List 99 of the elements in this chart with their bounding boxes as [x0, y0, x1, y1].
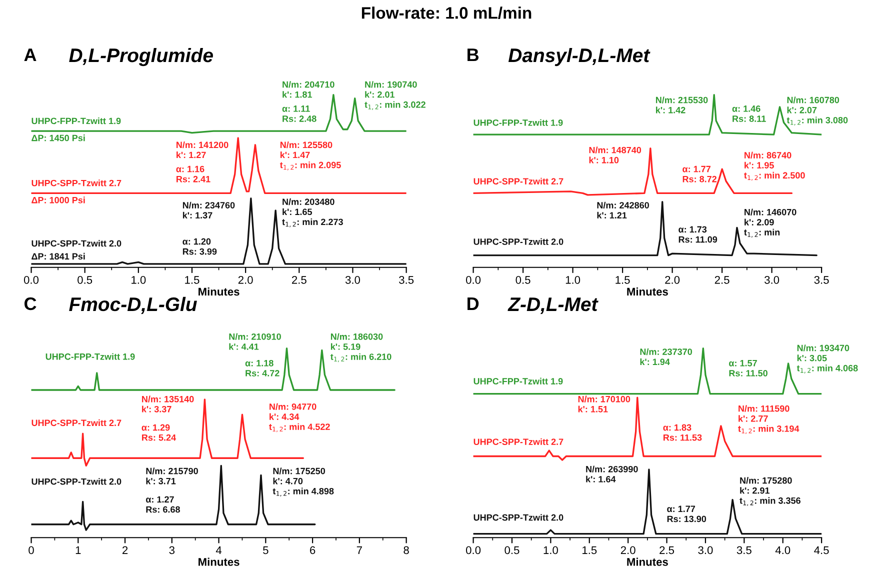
x-tick-label: 0.5 — [516, 276, 530, 284]
annotation: α: 1.29 Rs: 5.24 — [142, 424, 176, 441]
annotation: N/m: 170100 k': 1.51 — [578, 396, 630, 412]
annotation: N/m: 186030 k': 5.19 t$_{1,2}$: min 6.210 — [330, 333, 392, 362]
annotation: N/m: 190740 k': 2.01 t$_{1,2}$: min 3.022 — [364, 81, 426, 110]
annotation: N/m: 210910 k': 4.41 — [229, 333, 281, 350]
chart-title: Dansyl-D,L-Met — [508, 48, 650, 66]
x-tick-label: 0.5 — [78, 276, 92, 284]
annotation: N/m: 86740 k': 1.95 t$_{1,2}$: min 2.500 — [744, 152, 805, 181]
annotation: N/m: 263990 k': 1.64 — [586, 466, 638, 482]
x-tick-label: 1.0 — [544, 546, 558, 554]
series-label: UHPC-FPP-Tzwitt 1.9 — [46, 353, 135, 360]
x-axis-title: Minutes — [627, 558, 668, 566]
x-tick-label: 1 — [76, 546, 81, 554]
chart-title: D,L-Proglumide — [69, 48, 213, 66]
chart-title: Fmoc-D,L-Glu — [69, 296, 197, 314]
annotation: N/m: 242860 k': 1.21 — [597, 202, 649, 218]
annotation: α: 1.57 Rs: 11.50 — [729, 360, 768, 376]
x-tick-label: 3 — [169, 546, 175, 554]
annotation: N/m: 203480 k': 1.65 t$_{1,2}$: min 2.273 — [282, 198, 343, 228]
x-tick-label: 2.5 — [292, 276, 306, 284]
text: UHPC-SPP-Tzwitt 2.0 — [32, 478, 122, 485]
annotation: N/m: 111590 k': 2.77 t$_{1,2}$: min 3.194 — [738, 405, 800, 434]
series-label: UHPC-SPP-Tzwitt 2.7 — [32, 419, 122, 426]
text: Flow-rate: 1.0 mL/min — [362, 6, 532, 20]
x-tick-label: 1.5 — [582, 546, 597, 554]
series-label: UHPC-SPP-Tzwitt 2.0 — [474, 238, 564, 245]
annotation: N/m: 237370 k': 1.94 — [640, 348, 692, 366]
annotation: α: 1.16 Rs: 2.41 — [176, 166, 210, 182]
annotation: ΔP: 1841 Psi — [32, 252, 85, 260]
series-label: UHPC-SPP-Tzwitt 2.7 — [474, 178, 564, 185]
text: A — [24, 48, 36, 62]
series-label: UHPC-SPP-Tzwitt 2.0 — [32, 240, 122, 247]
x-tick-label: 3.0 — [345, 276, 360, 284]
x-tick-label: 2 — [122, 546, 128, 554]
annotation: α: 1.46 Rs: 8.11 — [732, 105, 766, 122]
x-tick-label: 2.0 — [665, 276, 680, 284]
x-axis-title: Minutes — [627, 287, 668, 296]
x-tick-label: 0.0 — [466, 276, 481, 284]
annotation: N/m: 125580 k': 1.47 t$_{1,2}$: min 2.095 — [280, 141, 341, 170]
series-label: UHPC-FPP-Tzwitt 1.9 — [474, 378, 563, 384]
annotation: ΔP: 1000 Psi — [32, 196, 85, 204]
x-tick-label: 2.5 — [660, 546, 674, 554]
x-axis-title: Minutes — [198, 558, 240, 566]
annotation: α: 1.11 Rs: 2.48 — [282, 106, 316, 122]
series-label: UHPC-FPP-Tzwitt 1.9 — [32, 118, 121, 124]
annotation: α: 1.73 Rs: 11.09 — [678, 226, 718, 243]
annotation: α: 1.27 Rs: 6.68 — [146, 496, 180, 513]
chart-title: Z-D,L-Met — [508, 298, 598, 314]
annotation: α: 1.20 Rs: 3.99 — [182, 238, 217, 255]
annotation: α: 1.77 Rs: 8.72 — [682, 166, 717, 182]
x-tick-label: 3.0 — [764, 276, 780, 284]
annotation: N/m: 141200 k': 1.27 — [176, 141, 228, 158]
annotation: N/m: 148740 k': 1.10 — [589, 146, 642, 164]
x-tick-label: 4.5 — [814, 546, 829, 554]
x-tick-label: 5 — [263, 546, 268, 554]
x-tick-label: 0.5 — [504, 546, 520, 554]
text: D — [468, 298, 479, 310]
x-tick-label: 3.0 — [698, 546, 713, 554]
x-tick-label: 1.0 — [566, 276, 580, 284]
x-tick-label: 2.0 — [238, 276, 253, 284]
x-tick-label: 4 — [216, 546, 222, 554]
series-label: UHPC-SPP-Tzwitt 2.7 — [474, 438, 564, 445]
series-label: UHPC-SPP-Tzwitt 2.7 — [32, 180, 122, 186]
x-tick-label: 2.0 — [620, 546, 636, 554]
annotation: N/m: 234760 k': 1.37 — [182, 202, 235, 219]
annotation: N/m: 175280 k': 2.91 t$_{1,2}$: min 3.356 — [740, 477, 800, 506]
x-tick-label: 3.5 — [814, 276, 829, 284]
text: B — [468, 48, 479, 62]
x-tick-label: 0.0 — [24, 276, 39, 284]
series-label: UHPC-SPP-Tzwitt 2.0 — [474, 514, 564, 521]
annotation: N/m: 146070 k': 2.09 t$_{1,2}$: min — [744, 208, 796, 238]
annotation: N/m: 135140 k': 3.37 — [142, 396, 194, 412]
x-tick-label: 1.0 — [132, 276, 146, 284]
annotation: N/m: 160780 k': 2.07 t$_{1,2}$: min 3.080 — [786, 96, 848, 126]
x-axis-title: Minutes — [198, 287, 240, 296]
annotation: α: 1.83 Rs: 11.53 — [663, 424, 702, 441]
annotation: N/m: 175250 k': 4.70 t$_{1,2}$: min 4.898 — [272, 468, 334, 496]
annotation: ΔP: 1450 Psi — [32, 134, 85, 142]
x-tick-label: 2.5 — [714, 276, 730, 284]
annotation: N/m: 193470 k': 3.05 t$_{1,2}$: min 4.068 — [796, 344, 858, 374]
x-tick-label: 3.5 — [399, 276, 414, 284]
x-tick-label: 1.5 — [616, 276, 630, 284]
x-tick-label: 1.5 — [185, 276, 200, 284]
text: C — [24, 297, 36, 310]
x-tick-label: 0 — [28, 546, 34, 554]
annotation: N/m: 94770 k': 4.34 t$_{1,2}$: min 4.522 — [269, 403, 330, 432]
x-tick-label: 7 — [356, 546, 362, 554]
annotation: α: 1.77 Rs: 13.90 — [667, 506, 706, 522]
series-label: UHPC-FPP-Tzwitt 1.9 — [474, 119, 563, 126]
x-tick-label: 4.0 — [775, 546, 790, 554]
annotation: N/m: 215530 k': 1.42 — [656, 96, 708, 114]
annotation: N/m: 215790 k': 3.71 — [146, 468, 198, 484]
x-tick-label: 8 — [404, 546, 409, 554]
x-tick-label: 6 — [310, 546, 316, 554]
annotation: N/m: 204710 k': 1.81 — [282, 81, 334, 98]
x-tick-label: 3.5 — [736, 546, 752, 554]
annotation: α: 1.18 Rs: 4.72 — [245, 360, 280, 376]
x-tick-label: 0.0 — [466, 546, 481, 554]
